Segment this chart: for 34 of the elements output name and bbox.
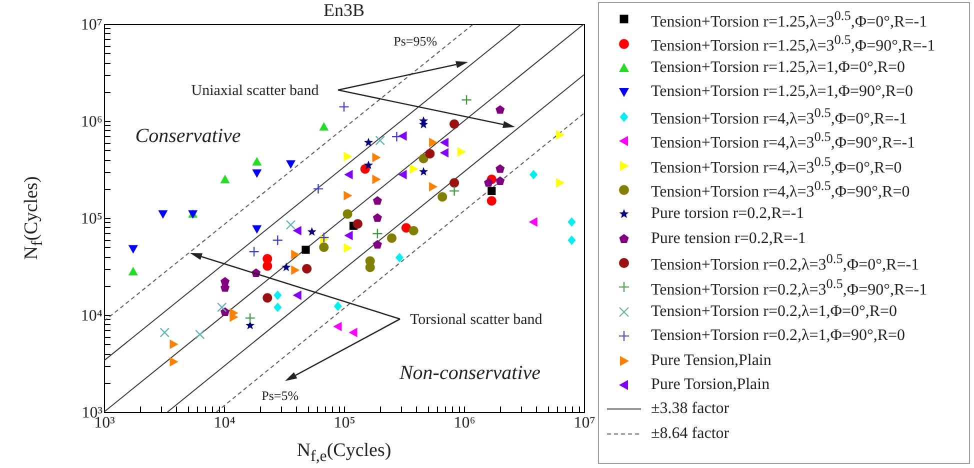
annotation: Ps=95% xyxy=(394,34,438,49)
legend-label: Tension+Torsion r=1.25,λ=1,Φ=90°,R=0 xyxy=(651,83,914,102)
legend-label: Tension+Torsion r=0.2,λ=1,Φ=90°,R=0 xyxy=(651,327,906,346)
annotation: Ps=5% xyxy=(262,388,299,403)
legend-label: Tension+Torsion r=4,λ=3$^{0.5}$,Φ=0°,R=0 xyxy=(651,154,902,178)
legend-label: Tension+Torsion r=4,λ=3$^{0.5}$,Φ=0°,R=-1 xyxy=(651,105,908,128)
legend-label: Tension+Torsion r=4,λ=3$^{0.5}$,Φ=90°,R=0 xyxy=(651,178,910,202)
annotation: Conservative xyxy=(135,125,241,147)
legend-label: Tension+Torsion r=1.25,λ=3$^{0.5}$,Φ=0°,R=-1 xyxy=(651,8,928,31)
legend-label: Tension+Torsion r=1.25,λ=1,Φ=0°,R=0 xyxy=(651,58,906,77)
y-tick-label: 10⁷ xyxy=(80,16,102,34)
legend-label: Pure tension r=0.2,R=-1 xyxy=(651,230,806,248)
legend-label: Tension+Torsion r=1.25,λ=3$^{0.5}$,Φ=90°,R=-1 xyxy=(651,32,936,56)
y-tick-label: 10⁶ xyxy=(80,114,102,130)
legend-label: ±3.38 factor xyxy=(651,400,730,418)
annotation: Uniaxial scatter band xyxy=(191,83,320,99)
legend-label: Tension+Torsion r=4,λ=3$^{0.5}$,Φ=90°,R=-1 xyxy=(651,129,916,153)
y-tick-label: 10⁵ xyxy=(80,210,102,228)
x-axis-title: N$_{f,e}$(Cycles) xyxy=(296,440,392,466)
y-tick-label: 10⁴ xyxy=(80,308,103,324)
x-tick-label: 10⁷ xyxy=(574,414,596,432)
legend-label: Pure Torsion,Plain xyxy=(651,376,770,394)
x-tick-label: 10⁵ xyxy=(334,414,356,432)
legend-label: Tension+Torsion r=0.2,λ=3$^{0.5}$,Φ=90°,R=-1 xyxy=(651,276,928,300)
legend-label: Pure torsion r=0.2,R=-1 xyxy=(651,205,804,224)
legend-label: Tension+Torsion r=0.2,λ=3$^{0.5}$,Φ=0°,R=-1 xyxy=(651,251,920,275)
annotation: Torsional scatter band xyxy=(410,312,543,328)
x-tick-label: 10⁴ xyxy=(214,414,236,432)
legend-label: ±8.64 factor xyxy=(651,424,730,443)
x-tick-label: 10⁶ xyxy=(454,414,476,432)
annotation: Non-conservative xyxy=(398,362,541,384)
legend-label: Pure Tension,Plain xyxy=(651,352,772,370)
chart-title: En3B xyxy=(323,0,365,21)
legend-label: Tension+Torsion r=0.2,λ=1,Φ=0°,R=0 xyxy=(651,302,898,321)
